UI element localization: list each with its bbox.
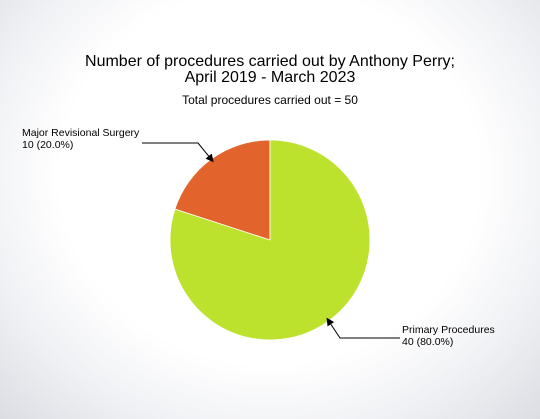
callout-value-primary-procedures: 40 (80.0%) (402, 336, 453, 348)
chart-title-line-2: April 2019 - March 2023 (185, 69, 356, 86)
callout-value-major-revisional-surgery: 10 (20.0%) (22, 139, 73, 151)
callout-line-major-revisional-surgery (142, 142, 214, 163)
callout-name-major-revisional-surgery: Major Revisional Surgery (22, 127, 140, 139)
callout-line-primary-procedures (326, 317, 400, 339)
pie-slices (169, 139, 371, 341)
callout-name-primary-procedures: Primary Procedures (402, 324, 495, 336)
chart-subtitle: Total procedures carried out = 50 (182, 93, 358, 107)
chart-title-line-1: Number of procedures carried out by Anth… (85, 53, 455, 70)
